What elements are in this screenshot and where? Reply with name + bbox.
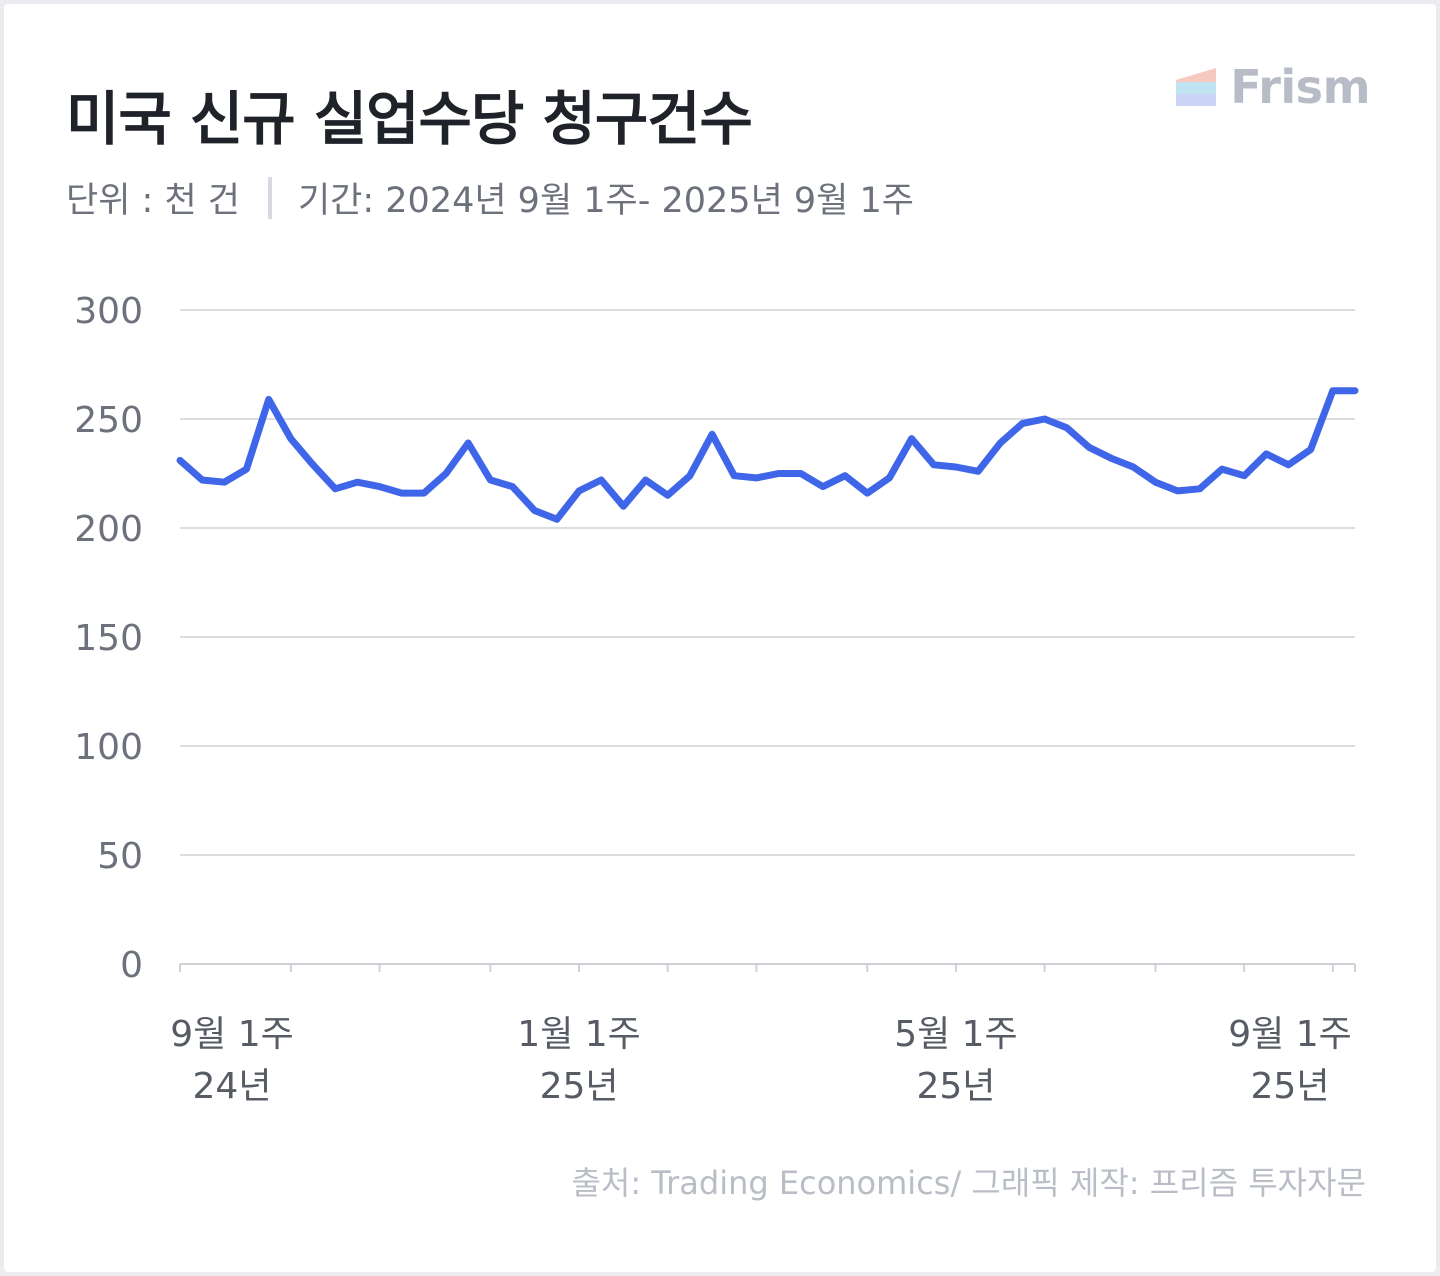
data-point <box>399 491 404 496</box>
y-tick-label: 200 <box>74 509 143 550</box>
data-point <box>200 478 205 482</box>
data-point <box>466 441 471 445</box>
data-point <box>510 484 515 489</box>
y-tick-label: 50 <box>97 836 143 877</box>
unit-label: 단위 : 천 건 <box>66 181 240 221</box>
subtitle-divider <box>267 176 272 219</box>
frism-logo: Frism <box>1176 60 1370 114</box>
data-point <box>643 478 648 482</box>
x-tick-label-year: 24년 <box>193 1066 272 1107</box>
x-tick-label-year: 25년 <box>916 1066 995 1107</box>
x-tick-label-year: 25년 <box>1251 1066 1330 1107</box>
data-point <box>1264 451 1269 456</box>
data-point <box>953 465 958 469</box>
data-point <box>266 397 271 402</box>
data-point <box>820 484 825 489</box>
data-point <box>1153 480 1158 485</box>
data-point <box>178 458 182 463</box>
data-point <box>976 469 981 474</box>
y-tick-label: 300 <box>74 291 143 332</box>
data-point <box>665 493 670 498</box>
frism-logo-icon <box>1176 68 1217 106</box>
period-label: 기간: 2024년 9월 1주- 2025년 9월 1주 <box>297 181 914 221</box>
series-line-0 <box>176 387 1359 523</box>
data-point <box>1197 486 1202 491</box>
data-point <box>1175 488 1180 493</box>
data-point <box>355 480 360 485</box>
data-point <box>1330 388 1335 393</box>
data-point <box>1286 462 1291 467</box>
data-point <box>532 508 537 513</box>
data-point <box>909 436 914 441</box>
data-point <box>1220 467 1224 472</box>
data-point <box>931 462 936 467</box>
data-point <box>998 441 1003 445</box>
y-tick-label: 150 <box>74 618 143 659</box>
data-point <box>333 486 338 491</box>
data-point <box>599 478 604 482</box>
data-point <box>732 473 737 478</box>
data-point <box>1308 447 1313 452</box>
y-tick-label: 100 <box>74 727 143 768</box>
data-point <box>754 475 759 480</box>
data-point <box>621 504 626 509</box>
x-tick-label: 9월 1주 <box>1228 1014 1352 1055</box>
data-point <box>1353 388 1357 393</box>
data-point <box>687 473 692 478</box>
data-point <box>577 488 582 493</box>
data-point <box>798 471 803 476</box>
x-tick-label: 9월 1주 <box>170 1014 294 1055</box>
data-point <box>554 517 559 522</box>
data-point <box>444 471 448 476</box>
data-point <box>865 491 870 496</box>
data-point <box>311 462 315 467</box>
y-tick-label: 0 <box>120 945 143 986</box>
y-tick-label: 250 <box>74 400 143 441</box>
data-point <box>1042 417 1047 421</box>
data-point <box>421 491 426 496</box>
data-point <box>1087 445 1091 450</box>
data-point <box>1242 473 1247 478</box>
data-point <box>776 471 781 476</box>
data-point <box>488 478 493 482</box>
data-point <box>377 484 382 489</box>
chart-subtitle: 단위 : 천 건 기간: 2024년 9월 1주- 2025년 9월 1주 <box>66 172 914 223</box>
data-point <box>887 475 892 480</box>
data-point <box>1064 425 1069 430</box>
x-tick-label: 1월 1주 <box>517 1014 641 1055</box>
data-point <box>1109 456 1114 461</box>
source-note: 출처: Trading Economics/ 그래픽 제작: 프리즘 투자자문 <box>571 1164 1366 1202</box>
data-point <box>1131 465 1136 469</box>
chart-title: 미국 신규 실업수당 청구건수 <box>66 85 753 153</box>
x-tick-label-year: 25년 <box>540 1066 619 1107</box>
data-point <box>288 436 293 441</box>
data-point <box>843 473 848 478</box>
x-tick-label: 5월 1주 <box>894 1014 1018 1055</box>
data-point <box>244 467 249 472</box>
logo-text: Frism <box>1230 60 1370 114</box>
data-point <box>222 480 227 485</box>
data-point <box>1020 421 1025 426</box>
data-point <box>710 432 715 437</box>
